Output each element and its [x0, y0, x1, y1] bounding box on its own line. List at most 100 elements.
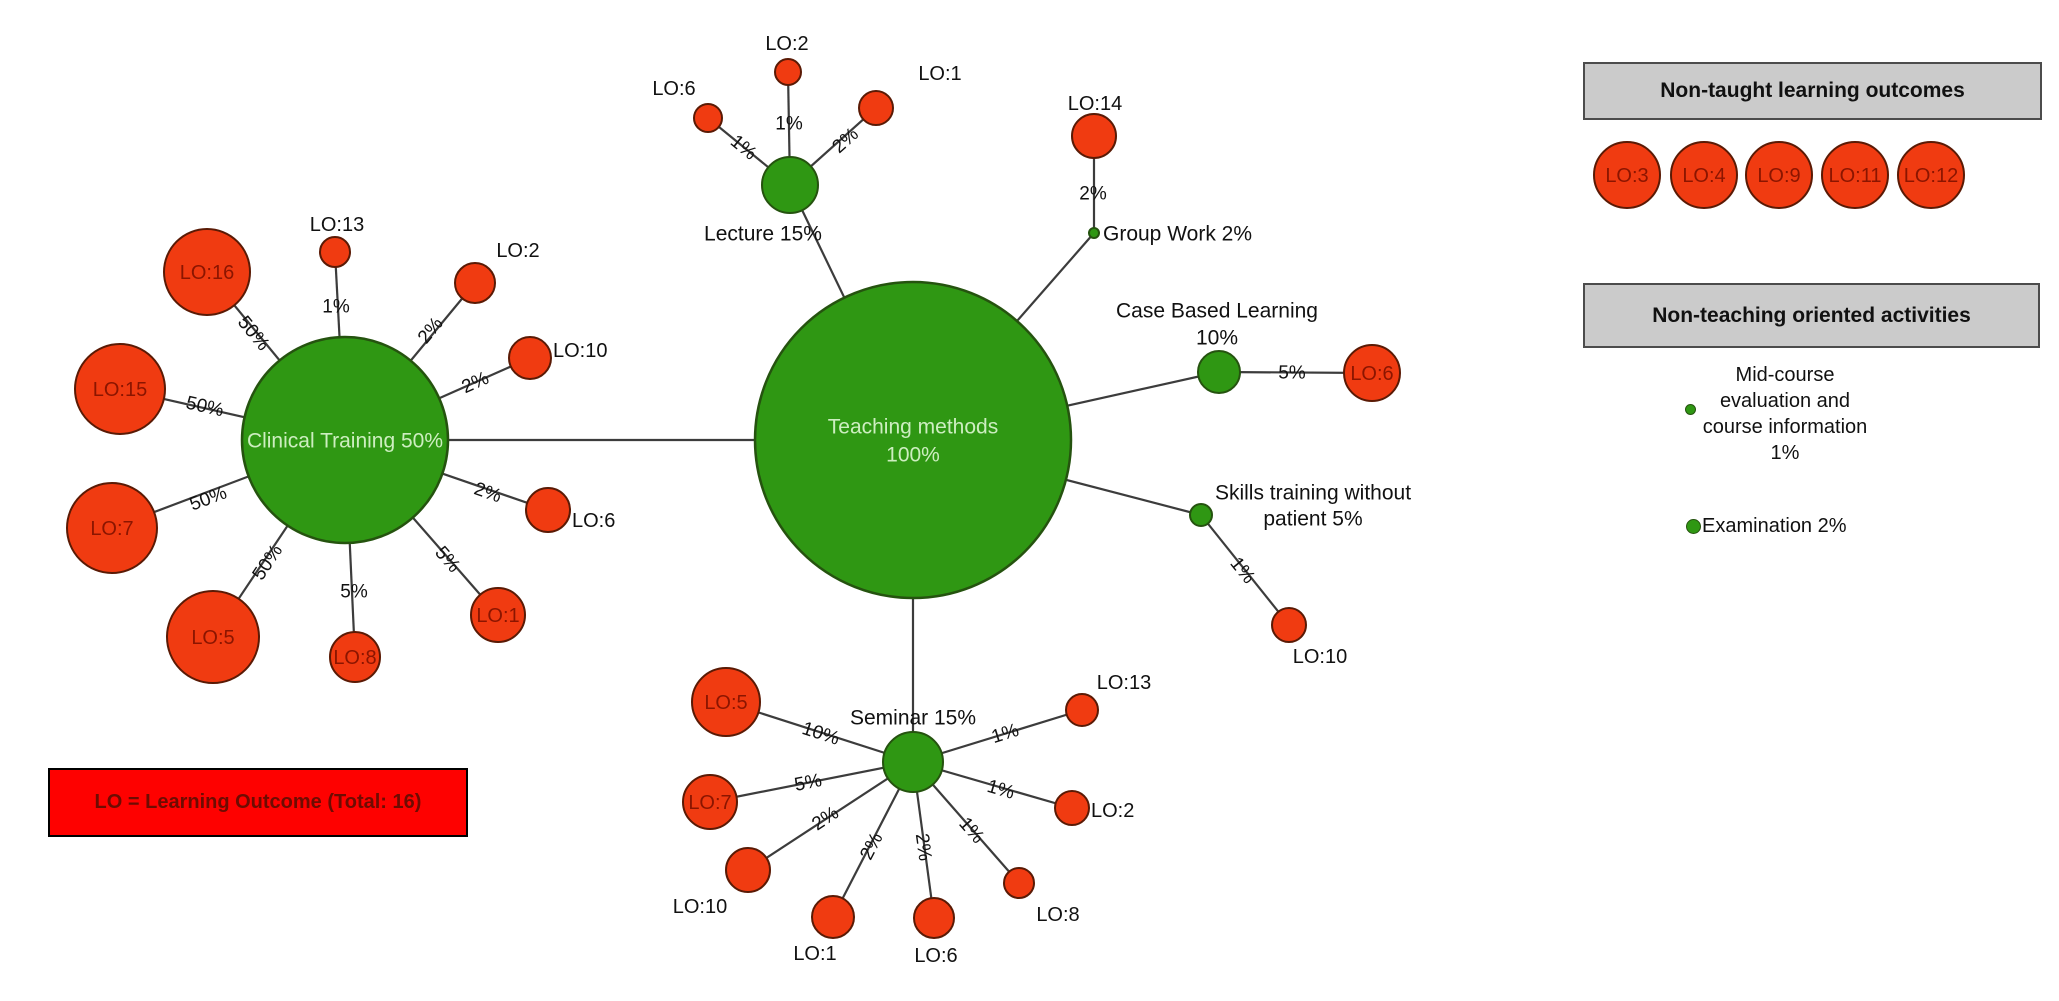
- node-label-se-lo10: LO:10: [673, 896, 727, 918]
- edge-label-clinical-c-lo15: 50%: [184, 393, 226, 422]
- node-label-sk-lo10: LO:10: [1293, 646, 1347, 668]
- midcourse-line-1: Mid-course: [1735, 364, 1835, 386]
- node-label-g-lo14: LO:14: [1068, 93, 1122, 115]
- edge-label-lecture-l-lo1: 2%: [828, 124, 863, 158]
- node-casebased: [1197, 350, 1241, 394]
- edge-label-clinical-c-lo16: 50%: [233, 312, 273, 355]
- edge-label-seminar-se-lo10: 2%: [808, 802, 843, 835]
- node-label-se-lo6: LO:6: [914, 945, 957, 967]
- edge-label-seminar-se-lo5: 10%: [799, 718, 842, 750]
- node-c-lo8: [329, 631, 381, 683]
- edge-label-clinical-c-lo7: 50%: [187, 482, 230, 515]
- node-seminar: [882, 731, 944, 793]
- node-label-lecture: Lecture 15%: [704, 222, 822, 245]
- node-label-l-lo6: LO:6: [652, 78, 695, 100]
- node-label-c-lo16: LO:16: [180, 262, 234, 284]
- edge-label-clinical-c-lo6: 2%: [471, 479, 504, 508]
- node-label-se-lo7: LO:7: [688, 792, 731, 814]
- edge-label-seminar-se-lo2: 1%: [985, 776, 1017, 804]
- edge-label-seminar-se-lo6: 2%: [911, 832, 936, 862]
- node-c-lo7: [66, 482, 158, 574]
- nodes: [66, 58, 1965, 939]
- edge-seminar-se-lo10: [747, 761, 914, 871]
- node-label-se-lo5: LO:5: [704, 692, 747, 714]
- node-legend-lo11: [1821, 141, 1889, 209]
- node-label-se-lo2: LO:2: [1091, 800, 1134, 822]
- node-skills: [1189, 503, 1213, 527]
- edge-label-casebased-cb-lo6: 5%: [1278, 362, 1306, 383]
- edge-label-clinical-c-lo5: 50%: [249, 541, 288, 584]
- node-label-l-lo2: LO:2: [765, 33, 808, 55]
- node-legend-lo4: [1670, 141, 1738, 209]
- midcourse-line-4: 1%: [1770, 442, 1800, 464]
- edge-label-clinical-c-lo2: 2%: [414, 313, 448, 348]
- node-label-c-lo5: LO:5: [191, 627, 234, 649]
- edge-label-seminar-se-lo13: 1%: [989, 720, 1022, 748]
- node-label-l-lo1: LO:1: [918, 63, 961, 85]
- node-label-seminar: Seminar 15%: [850, 706, 976, 729]
- edge-label-clinical-c-lo10: 2%: [459, 368, 493, 398]
- green-dot-icon: [1685, 404, 1696, 415]
- node-label-legend-lo11: LO:11: [1829, 165, 1882, 187]
- node-c-lo15: [74, 343, 166, 435]
- node-l-lo2: [774, 58, 802, 86]
- node-label-legend-lo12: LO:12: [1904, 165, 1958, 187]
- green-dot-icon: [1686, 519, 1701, 534]
- node-se-lo5: [691, 667, 761, 737]
- node-label-c-lo13: LO:13: [310, 214, 364, 236]
- node-c-lo1: [470, 587, 526, 643]
- node-teaching: [753, 280, 1073, 600]
- node-label-cb-lo6: LO:6: [1350, 363, 1393, 385]
- edge-label-seminar-se-lo7: 5%: [793, 770, 824, 796]
- node-label-c-lo10: LO:10: [553, 340, 607, 362]
- node-legend-lo3: [1593, 141, 1661, 209]
- node-se-lo6: [913, 897, 955, 939]
- legend-activities-header: Non-teaching oriented activities: [1583, 283, 2040, 348]
- node-label-se-lo1: LO:1: [793, 943, 836, 965]
- node-label-clinical: Clinical Training 50%: [247, 429, 443, 452]
- node-clinical: [240, 335, 450, 545]
- midcourse-line-3: course information: [1702, 416, 1868, 438]
- node-se-lo13: [1065, 693, 1099, 727]
- node-se-lo10: [725, 847, 771, 893]
- node-label-legend-lo4: LO:4: [1682, 165, 1725, 187]
- node-label-legend-lo9: LO:9: [1757, 165, 1800, 187]
- node-se-lo2: [1054, 790, 1090, 826]
- node-c-lo13: [319, 236, 351, 268]
- node-l-lo1: [858, 90, 894, 126]
- node-c-lo5: [166, 590, 260, 684]
- node-sk-lo10: [1271, 607, 1307, 643]
- examination-entry: Examination 2%: [1686, 515, 1847, 538]
- node-label-c-lo6: LO:6: [572, 510, 615, 532]
- node-legend-lo12: [1897, 141, 1965, 209]
- node-c-lo6: [525, 487, 571, 533]
- edge-seminar-se-lo7: [709, 760, 914, 804]
- node-lecture: [761, 156, 819, 214]
- node-label-se-lo8: LO:8: [1036, 904, 1079, 926]
- node-se-lo8: [1003, 867, 1035, 899]
- node-label-c-lo8: LO:8: [333, 647, 376, 669]
- node-label-c-lo7: LO:7: [90, 518, 133, 540]
- edge-label-lecture-l-lo2: 1%: [775, 114, 803, 135]
- edge-label-clinical-c-lo8: 5%: [340, 582, 368, 603]
- node-label-se-lo13: LO:13: [1097, 672, 1151, 694]
- node-label-c-lo1: LO:1: [476, 605, 519, 627]
- node-label-legend-lo3: LO:3: [1605, 165, 1648, 187]
- node-c-lo2: [454, 262, 496, 304]
- legend-non-taught-title: Non-taught learning outcomes: [1660, 79, 1965, 102]
- node-label-skills: Skills training without patient 5%: [1215, 481, 1411, 530]
- node-cb-lo6: [1343, 344, 1401, 402]
- lo-note-box: LO = Learning Outcome (Total: 16): [48, 768, 468, 837]
- examination-label: Examination 2%: [1702, 515, 1847, 537]
- edge-label-seminar-se-lo1: 2%: [856, 829, 887, 863]
- midcourse-entry: Mid-course evaluation and course informa…: [1655, 362, 1915, 466]
- node-label-teaching: Teaching methods 100%: [828, 415, 998, 466]
- node-c-lo16: [163, 228, 251, 316]
- edge-label-clinical-c-lo13: 1%: [322, 297, 350, 318]
- node-l-lo6: [693, 103, 723, 133]
- node-label-casebased: Case Based Learning 10%: [1116, 299, 1318, 349]
- legend-activities-title: Non-teaching oriented activities: [1652, 303, 1971, 327]
- midcourse-line-2: evaluation and: [1719, 390, 1851, 412]
